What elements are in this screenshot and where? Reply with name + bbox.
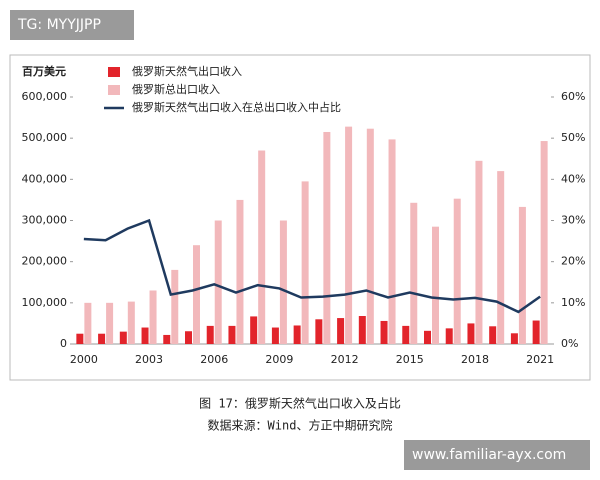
x-tick-label: 2012 [331, 353, 359, 366]
legend-swatch [108, 67, 120, 77]
bar [185, 331, 192, 344]
bar [293, 325, 301, 344]
bar [410, 202, 418, 344]
bar [489, 326, 497, 344]
bar [388, 139, 396, 344]
bar [98, 333, 106, 344]
bar [453, 198, 461, 344]
y-tick-label: 0 [60, 337, 67, 350]
bar [467, 323, 475, 344]
x-tick-label: 2006 [200, 353, 228, 366]
bar [323, 131, 331, 344]
y-tick-label: 400,000 [22, 172, 68, 185]
bar [84, 302, 92, 344]
bar [271, 327, 279, 344]
bar [127, 301, 135, 344]
y2-tick-label: 50% [561, 131, 585, 144]
legend-label: 俄罗斯天然气出口收入在总出口收入中占比 [132, 100, 341, 114]
bar [475, 160, 483, 344]
bar [228, 325, 236, 344]
y-axis-label: 百万美元 [22, 64, 66, 78]
bar [206, 325, 214, 344]
line [83, 218, 541, 314]
bar [141, 327, 149, 344]
legend-label: 俄罗斯总出口收入 [132, 82, 220, 96]
bar [301, 181, 309, 344]
bar [540, 141, 548, 344]
bar [518, 206, 526, 344]
bar [214, 220, 222, 344]
bar [250, 316, 258, 344]
bar [432, 226, 439, 344]
y-tick-label: 200,000 [22, 255, 68, 268]
watermark: TG: MYYJJPP [17, 17, 101, 33]
y2-tick-label: 40% [561, 172, 585, 185]
legend-swatch [108, 85, 120, 95]
source: 数据来源：Wind、方正中期研究院 [208, 418, 393, 433]
bar [258, 150, 266, 344]
bar [497, 171, 505, 344]
watermark-box [404, 440, 590, 470]
y2-tick-label: 30% [561, 214, 585, 227]
bar [510, 333, 518, 344]
bar [358, 316, 366, 344]
bar [279, 220, 287, 344]
bar [236, 199, 244, 344]
x-tick-label: 2015 [396, 353, 424, 366]
x-tick-label: 2009 [265, 353, 293, 366]
x-tick-label: 2018 [461, 353, 489, 366]
bar [380, 320, 388, 344]
bar [193, 245, 200, 344]
bar [76, 333, 84, 344]
x-tick-label: 2003 [135, 353, 163, 366]
y2-tick-label: 60% [561, 90, 585, 103]
y2-tick-label: 0% [561, 337, 578, 350]
watermark: www.familiar-ayx.com [412, 447, 566, 463]
bar [149, 290, 157, 344]
bar [445, 328, 453, 344]
x-tick-label: 2021 [526, 353, 554, 366]
bar [315, 319, 323, 344]
bar [424, 330, 431, 344]
bar [402, 325, 410, 344]
bar [337, 318, 345, 344]
bar [163, 334, 171, 344]
y-tick-label: 600,000 [22, 90, 68, 103]
bar [171, 269, 179, 344]
x-tick-label: 2000 [70, 353, 98, 366]
bar [366, 128, 374, 344]
caption: 图 17：俄罗斯天然气出口收入及占比 [199, 396, 401, 411]
y-tick-label: 300,000 [22, 214, 68, 227]
bar [345, 126, 353, 344]
y-tick-label: 500,000 [22, 131, 68, 144]
watermark-box [10, 10, 134, 40]
bar [532, 320, 540, 344]
y2-tick-label: 20% [561, 255, 585, 268]
y-tick-label: 100,000 [22, 296, 68, 309]
y2-tick-label: 10% [561, 296, 585, 309]
bar [119, 331, 127, 344]
legend-label: 俄罗斯天然气出口收入 [132, 64, 242, 78]
bar [106, 302, 114, 344]
